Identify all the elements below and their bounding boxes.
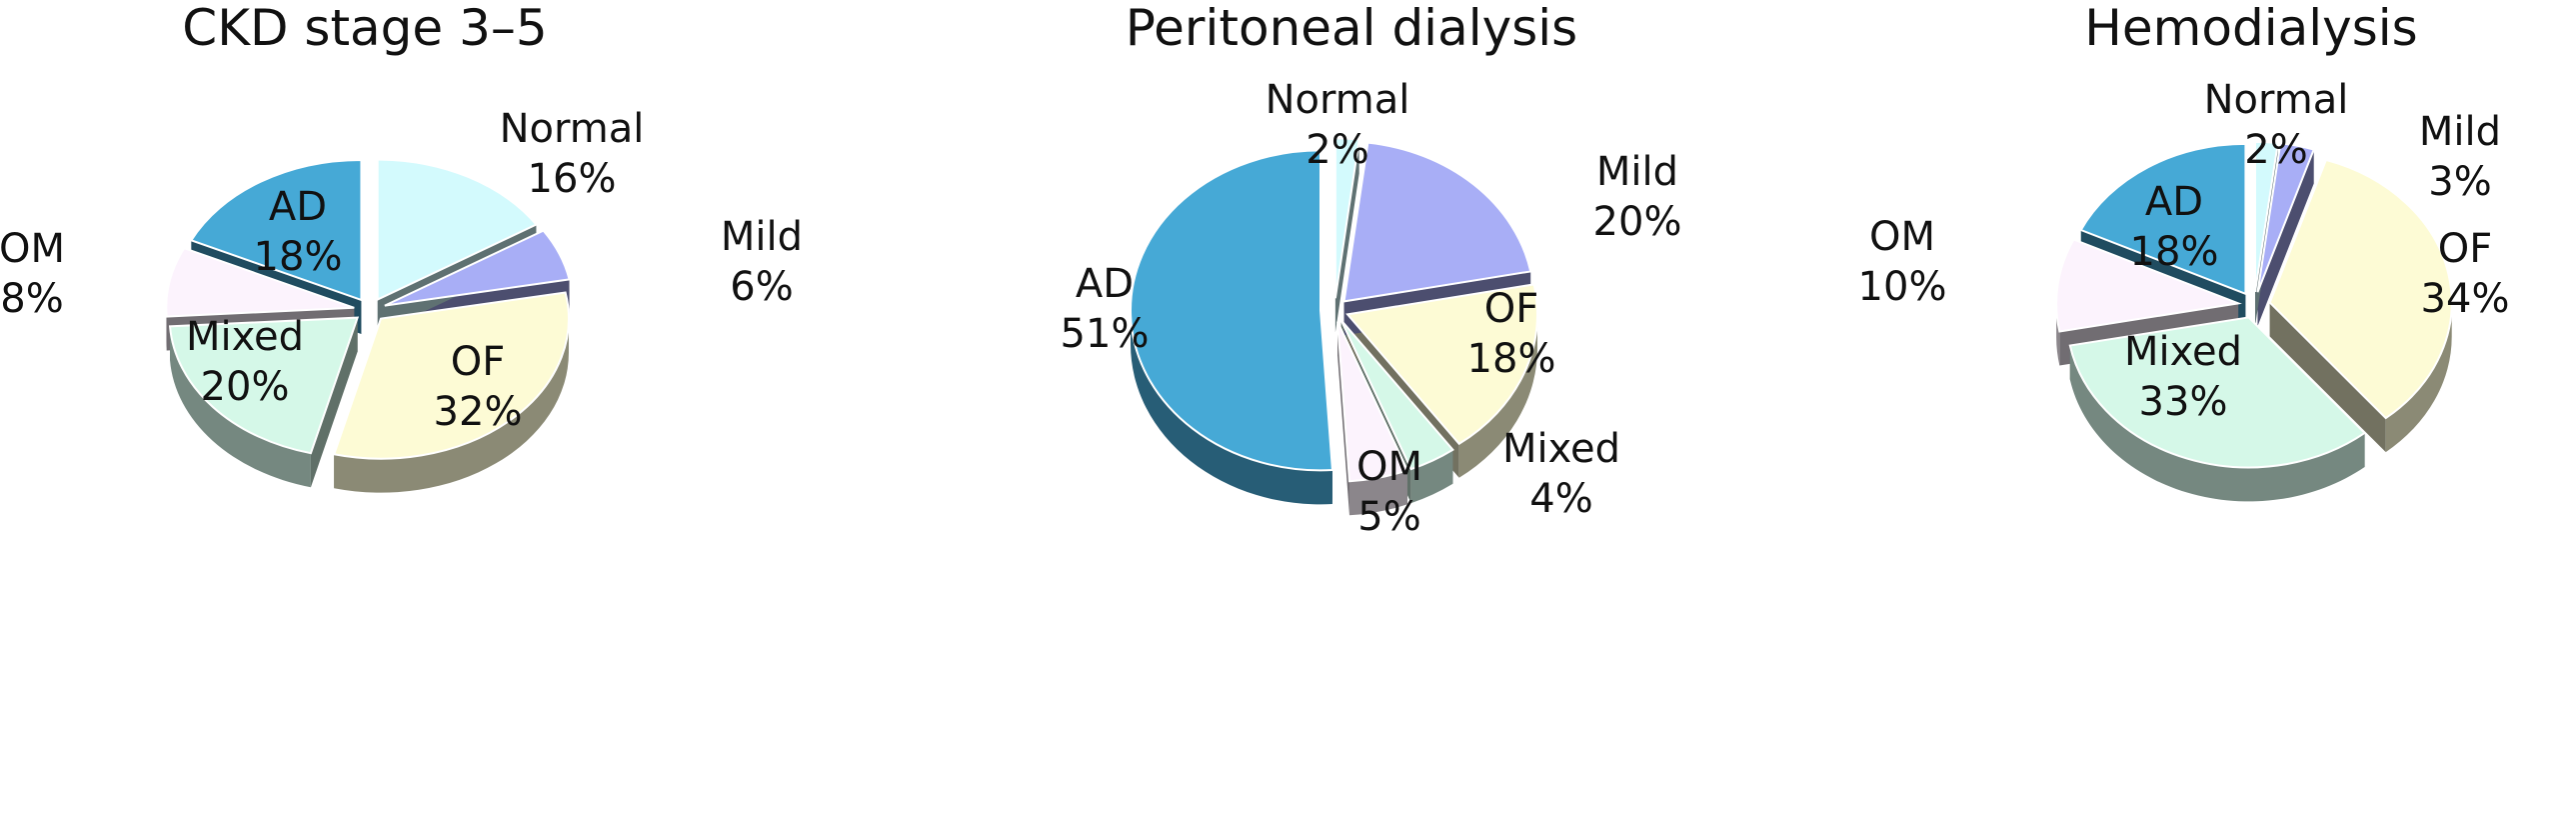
slice-category-of: OF: [451, 339, 506, 385]
slice-category-ad: AD: [2145, 179, 2203, 225]
slice-percent-mixed: 4%: [1529, 476, 1592, 522]
chart-title: CKD stage 3–5: [182, 0, 547, 57]
slice-percent-ad: 51%: [1061, 311, 1150, 357]
slice-percent-om: 10%: [1858, 264, 1947, 310]
slice-percent-ad: 18%: [2130, 229, 2219, 275]
slice-category-of: OF: [2438, 226, 2493, 272]
slice-category-om: OM: [1356, 444, 1422, 490]
slice-category-mixed: Mixed: [2124, 329, 2242, 375]
slice-category-normal: Normal: [500, 106, 645, 152]
chart-title: Peritoneal dialysis: [1126, 0, 1577, 57]
slice-percent-mild: 6%: [730, 264, 793, 310]
chart-title: Hemodialysis: [2084, 0, 2417, 57]
slice-category-mild: Mild: [2419, 109, 2501, 155]
slice-percent-om: 5%: [1357, 494, 1420, 540]
slice-category-mild: Mild: [721, 214, 803, 260]
slice-percent-normal: 16%: [528, 156, 617, 202]
slice-category-normal: Normal: [1266, 77, 1410, 123]
slice-percent-om: 8%: [0, 276, 63, 322]
slice-category-om: OM: [0, 226, 65, 272]
slice-category-mild: Mild: [1596, 149, 1678, 195]
slice-category-mixed: Mixed: [186, 314, 304, 360]
slice-percent-of: 18%: [1467, 336, 1556, 382]
slice-percent-mild: 3%: [2428, 159, 2491, 205]
slice-percent-mild: 20%: [1593, 199, 1682, 245]
slice-category-ad: AD: [269, 184, 327, 230]
slice-percent-normal: 2%: [1305, 127, 1368, 173]
slice-category-ad: AD: [1076, 261, 1134, 307]
slice-percent-ad: 18%: [254, 234, 343, 280]
slice-category-mixed: Mixed: [1502, 426, 1620, 472]
slice-percent-mixed: 20%: [201, 364, 290, 410]
slice-category-normal: Normal: [2204, 77, 2349, 123]
slice-percent-normal: 2%: [2244, 127, 2307, 173]
slice-category-of: OF: [1484, 286, 1539, 332]
slice-category-om: OM: [1869, 214, 1935, 260]
slice-percent-mixed: 33%: [2139, 379, 2228, 425]
slice-percent-of: 34%: [2421, 276, 2510, 322]
slice-percent-of: 32%: [434, 389, 523, 435]
